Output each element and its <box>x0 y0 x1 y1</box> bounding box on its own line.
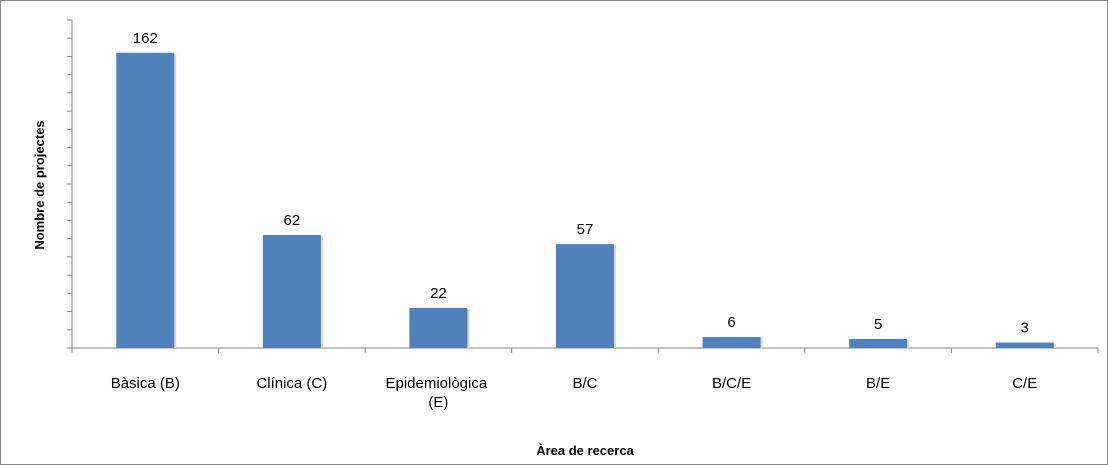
y-axis-title: Nombre de projectes <box>32 120 47 249</box>
value-label: 162 <box>133 30 158 47</box>
value-label: 6 <box>727 314 735 331</box>
bar <box>556 244 614 348</box>
bar <box>849 338 908 348</box>
x-tick-label: Clínica (C) <box>256 375 327 392</box>
value-label: 22 <box>430 285 447 302</box>
bar <box>116 52 175 349</box>
x-tick-label: C/E <box>1012 375 1037 392</box>
bar <box>262 235 321 348</box>
value-label: 5 <box>874 316 882 333</box>
bar <box>995 342 1054 348</box>
x-tick-label: Bàsica (B) <box>111 375 180 392</box>
x-tick-label: B/C <box>572 375 597 392</box>
bar <box>702 337 761 348</box>
value-label: 62 <box>284 212 301 229</box>
value-label: 57 <box>577 221 594 238</box>
x-tick-label-line: Epidemiològica <box>385 375 491 392</box>
x-axis-title: Àrea de recerca <box>536 443 634 458</box>
x-tick-label: Epidemiològica (E) <box>385 375 491 411</box>
bar <box>409 307 468 348</box>
x-tick-label: B/C/E <box>712 375 751 392</box>
value-label: 3 <box>1021 320 1029 337</box>
x-tick-label-line: (E) <box>428 394 448 411</box>
x-tick-label: B/E <box>866 375 890 392</box>
